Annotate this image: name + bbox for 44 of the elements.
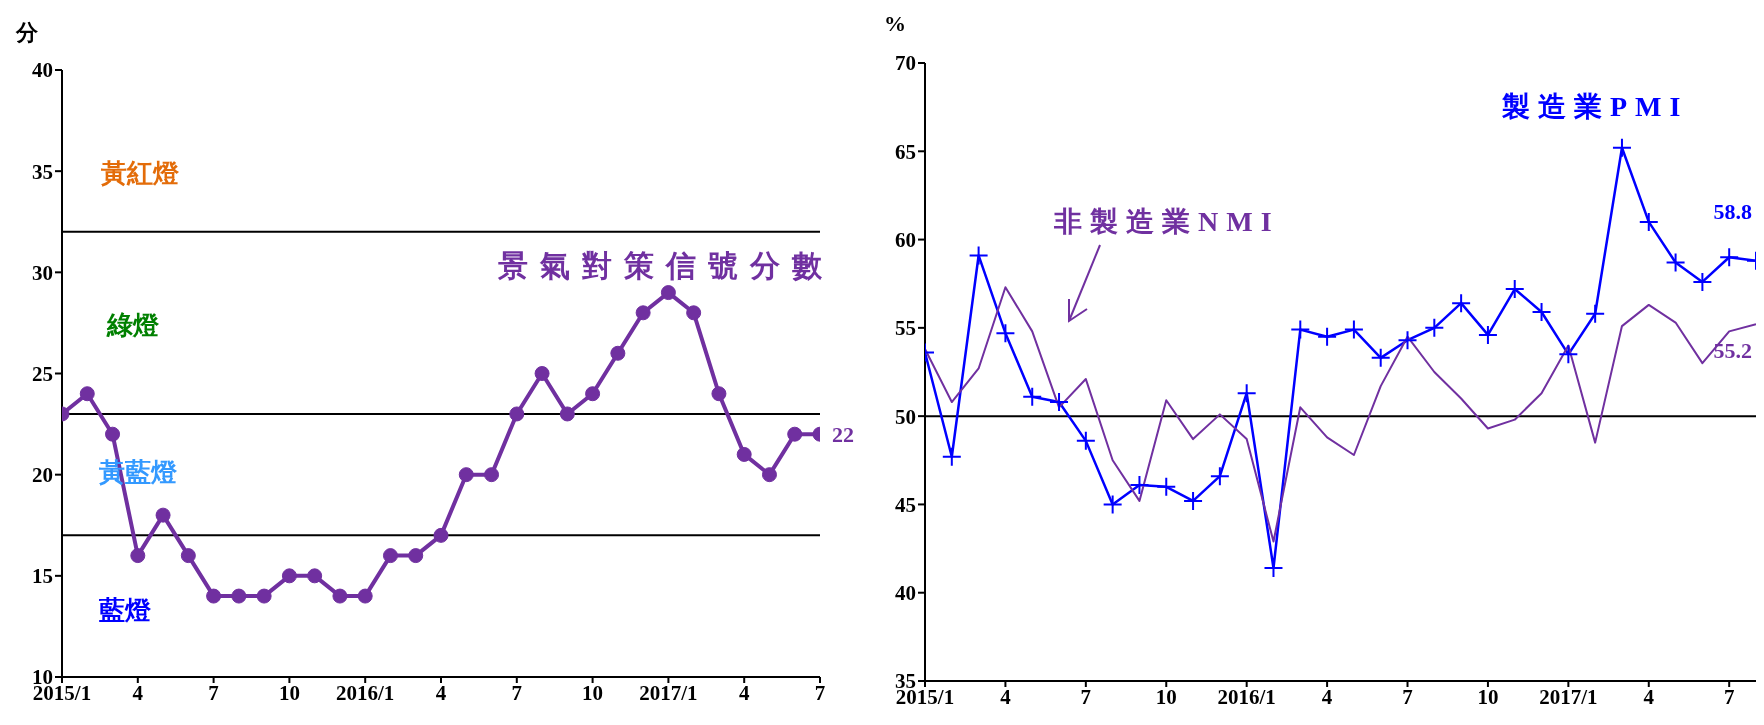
series-label: 景氣對策信號分數 [498,248,834,284]
annotation: 綠燈 [107,310,159,342]
series-label: 製造業PMI [1502,90,1689,124]
x-tick-label: 2016/1 [1217,684,1276,709]
y-tick-label: 60 [895,228,916,253]
x-tick-label: 10 [1477,684,1499,709]
y-axis-title: 分 [16,19,38,47]
x-tick-label: 7 [208,680,219,705]
y-tick-label: 50 [895,404,916,429]
x-tick-label: 4 [738,680,750,705]
data-label: 22 [832,422,854,448]
y-tick-label: 35 [32,159,53,184]
x-tick-label: 4 [1643,684,1655,709]
y-tick-label: 45 [895,492,916,517]
y-tick-label: 40 [895,581,916,606]
x-tick-label: 4 [132,680,144,705]
annotation: 藍燈 [99,595,151,627]
y-tick-label: 70 [895,51,916,76]
x-tick-label: 7 [1080,684,1092,709]
x-tick-label: 2016/1 [336,680,395,705]
x-tick-label: 10 [278,680,300,705]
data-label: 55.2 [1713,338,1752,364]
x-tick-label: 7 [511,680,523,705]
x-tick-label: 10 [582,680,604,705]
annotation: 黃紅燈 [101,158,179,190]
x-tick-label: 4 [435,680,447,705]
x-tick-label: 4 [1321,684,1333,709]
y-tick-label: 65 [895,139,916,164]
y-tick-label: 55 [895,316,916,341]
y-tick-label: 20 [32,463,53,488]
x-tick-label: 7 [814,680,826,705]
x-tick-label: 2017/1 [1539,684,1598,709]
data-label: 58.8 [1713,198,1752,224]
x-tick-label: 10 [1155,684,1177,709]
x-tick-label: 2017/1 [639,680,698,705]
y-tick-label: 30 [32,260,53,285]
y-tick-label: 25 [32,361,53,386]
y-tick-label: 40 [32,58,53,83]
x-tick-label: 7 [1723,684,1735,709]
y-axis-title: % [884,11,906,37]
y-tick-label: 15 [32,564,53,589]
text: 非製造業NMI [1054,205,1280,239]
x-tick-label: 7 [1402,684,1413,709]
x-tick-label: 4 [1000,684,1012,709]
